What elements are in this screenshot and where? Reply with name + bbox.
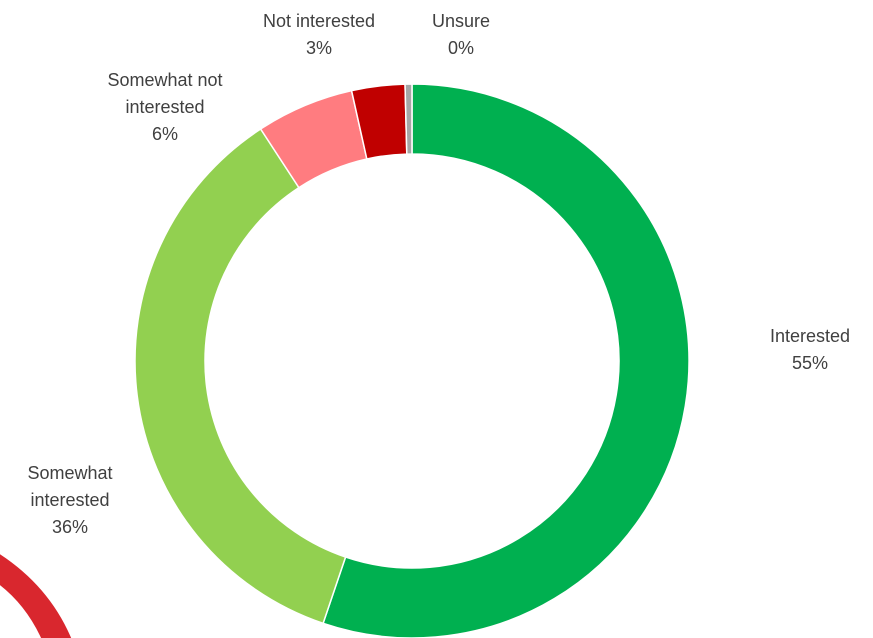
slice-name-label: interested <box>30 490 109 510</box>
data-label-somewhat-not-interested: Somewhat not interested 6% <box>107 70 222 144</box>
slice-percent-label: 6% <box>152 124 178 144</box>
slice-percent-label: 3% <box>306 38 332 58</box>
slice-name-label: Somewhat not <box>107 70 222 90</box>
slice-percent-label: 0% <box>448 38 474 58</box>
slice-name-label: Not interested <box>263 11 375 31</box>
data-label-not-interested: Not interested 3% <box>263 11 375 58</box>
slice-name-label: interested <box>125 97 204 117</box>
slice-name-label: Unsure <box>432 11 490 31</box>
slice-interested <box>322 83 690 638</box>
slice-percent-label: 36% <box>52 517 88 537</box>
slice-name-label: Interested <box>770 326 850 346</box>
slice-percent-label: 55% <box>792 353 828 373</box>
decoration-layer <box>0 554 72 638</box>
data-label-interested: Interested 55% <box>770 326 850 373</box>
chart-labels: Interested55%Somewhatinterested36%Somewh… <box>27 11 850 537</box>
slice-name-label: Somewhat <box>27 463 112 483</box>
data-label-unsure: Unsure 0% <box>432 11 490 58</box>
slice-unsure <box>404 83 413 155</box>
slice-somewhat-interested <box>134 127 347 625</box>
decorative-red-arc <box>0 554 72 638</box>
data-label-somewhat-interested: Somewhat interested 36% <box>27 463 112 537</box>
chart-slices <box>134 83 690 638</box>
